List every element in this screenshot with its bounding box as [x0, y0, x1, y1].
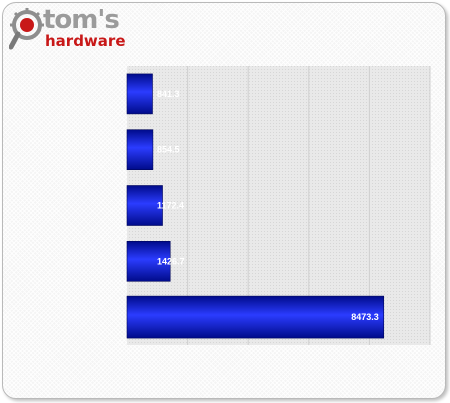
bar — [126, 185, 163, 226]
bar — [126, 129, 154, 170]
bars — [126, 73, 385, 339]
bar — [126, 73, 153, 115]
bar — [126, 295, 385, 339]
bar-chart: 841.3 854.5 1172.4 1426.7 8473.3 — [126, 66, 431, 345]
toms-hardware-logo: tom's hardware — [8, 5, 126, 51]
gear-magnifier-icon — [8, 8, 44, 50]
logo-text-hardware: hardware — [45, 32, 126, 50]
chart-frame: tom's hardware 841.3 854.5 1172.4 1426.7 847… — [2, 2, 446, 399]
bar-value-label: 8473.3 — [351, 312, 379, 322]
bar — [126, 241, 171, 282]
bar-value-label: 841.3 — [157, 89, 180, 99]
bar-value-label: 1426.7 — [157, 256, 185, 266]
value-labels: 841.3 854.5 1172.4 1426.7 8473.3 — [157, 89, 379, 322]
bar-value-label: 854.5 — [157, 145, 180, 155]
bar-value-label: 1172.4 — [157, 201, 184, 211]
logo-text-toms: tom's — [43, 5, 120, 35]
